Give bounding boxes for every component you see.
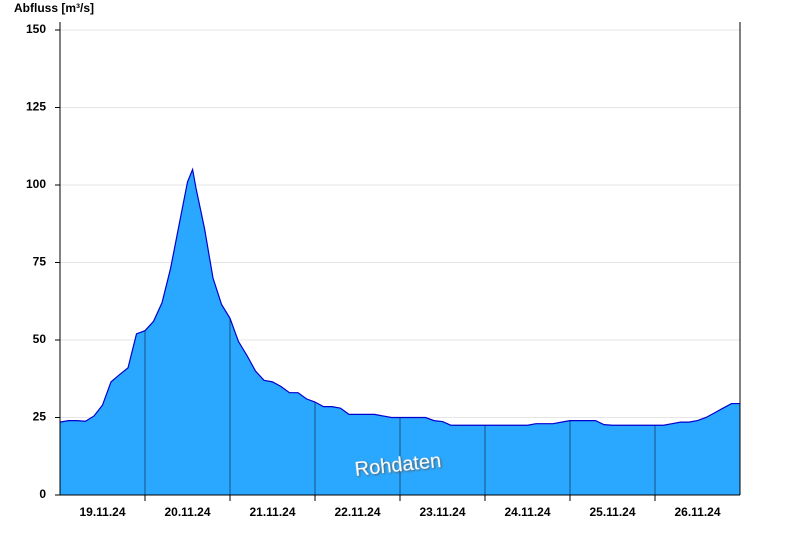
- x-tick-label: 23.11.24: [419, 505, 465, 519]
- x-tick-label: 22.11.24: [334, 505, 380, 519]
- axis-title: Abfluss [m³/s]: [14, 1, 94, 15]
- x-tick-label: 25.11.24: [589, 505, 635, 519]
- x-tick-label: 26.11.24: [674, 505, 720, 519]
- x-tick-label: 20.11.24: [164, 505, 210, 519]
- y-tick-label: 50: [33, 332, 47, 346]
- x-tick-label: 21.11.24: [249, 505, 295, 519]
- y-tick-label: 150: [26, 22, 46, 36]
- x-tick-label: 19.11.24: [79, 505, 125, 519]
- y-tick-label: 25: [33, 410, 47, 424]
- y-tick-label: 75: [33, 255, 47, 269]
- y-tick-label: 100: [26, 177, 46, 191]
- x-tick-label: 24.11.24: [504, 505, 550, 519]
- y-tick-label: 125: [26, 100, 46, 114]
- y-tick-label: 0: [39, 487, 46, 501]
- line: [59, 167, 740, 426]
